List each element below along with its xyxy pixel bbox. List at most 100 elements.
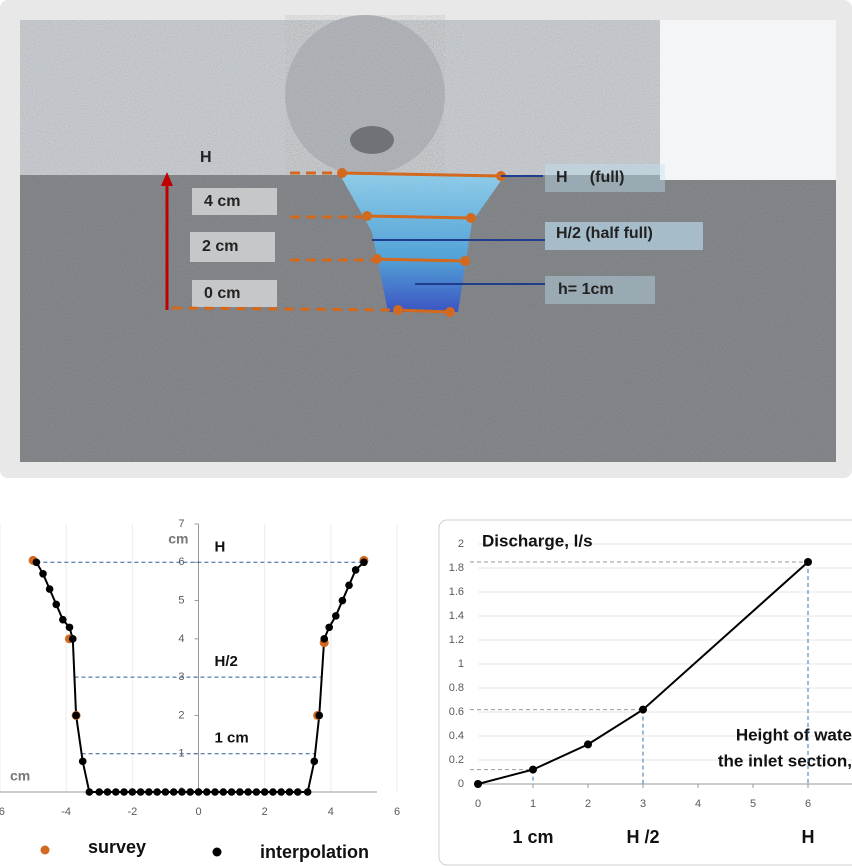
interpolation-point bbox=[79, 758, 87, 766]
x-tick-label: 4 bbox=[328, 806, 334, 818]
data-point bbox=[804, 558, 812, 566]
legend-label: survey bbox=[88, 837, 146, 857]
legend-label: interpolation bbox=[260, 842, 369, 862]
y-tick-label: 1.2 bbox=[449, 634, 464, 646]
y-tick-label: 0 bbox=[458, 778, 464, 790]
interpolation-point bbox=[129, 788, 137, 796]
x-tick-label: -6 bbox=[0, 806, 5, 818]
legend: survey interpolation bbox=[41, 837, 370, 862]
interpolation-point bbox=[220, 788, 228, 796]
data-point bbox=[474, 780, 482, 788]
y-tick-label: 1.8 bbox=[449, 562, 464, 574]
x-tick-label: 2 bbox=[262, 806, 268, 818]
x-tick-label: 6 bbox=[394, 806, 400, 818]
interpolation-point bbox=[261, 788, 269, 796]
interpolation-point bbox=[345, 581, 353, 589]
data-point bbox=[639, 706, 647, 714]
reference-label: 1 cm bbox=[215, 730, 249, 747]
y-tick-label: 1.6 bbox=[449, 586, 464, 598]
reference-label: H bbox=[215, 538, 226, 555]
interpolation-point bbox=[195, 788, 203, 796]
data-point bbox=[529, 766, 537, 774]
interpolation-point bbox=[269, 788, 277, 796]
x-tick-label: -2 bbox=[127, 806, 137, 818]
level-label: h= 1cm bbox=[558, 281, 614, 298]
interpolation-point bbox=[294, 788, 302, 796]
interpolation-point bbox=[153, 788, 161, 796]
x-tick-label: 4 bbox=[695, 798, 701, 810]
reference-label: H/2 bbox=[215, 653, 238, 670]
x-tick-label: 0 bbox=[195, 806, 201, 818]
y-tick-label: 2 bbox=[458, 538, 464, 550]
y-tick-label: 4 bbox=[178, 633, 184, 645]
chart-frame bbox=[439, 520, 852, 865]
interpolation-point bbox=[228, 788, 236, 796]
interpolation-point bbox=[339, 597, 347, 605]
scale-label: 2 cm bbox=[202, 238, 238, 255]
photo bbox=[20, 15, 836, 462]
legend-marker bbox=[213, 848, 222, 857]
x-axis-label: cm bbox=[10, 768, 30, 784]
x-tick-label: 3 bbox=[640, 798, 646, 810]
interpolation-point bbox=[320, 635, 328, 643]
scale-label: 4 cm bbox=[204, 193, 240, 210]
interpolation-point bbox=[310, 758, 318, 766]
interpolation-point bbox=[325, 624, 333, 632]
interpolation-point bbox=[112, 788, 120, 796]
interpolation-point bbox=[211, 788, 219, 796]
data-point bbox=[584, 740, 592, 748]
legend-marker bbox=[41, 846, 50, 855]
interpolation-point bbox=[66, 624, 74, 632]
interpolation-point bbox=[137, 788, 145, 796]
interpolation-point bbox=[162, 788, 170, 796]
interpolation-point bbox=[39, 570, 47, 578]
interpolation-point bbox=[352, 566, 360, 574]
interpolation-point bbox=[178, 788, 186, 796]
interpolation-point bbox=[33, 558, 41, 566]
x-tick-label: 1 bbox=[530, 798, 536, 810]
y-tick-label: 0.4 bbox=[449, 730, 464, 742]
y-tick-label: 1 bbox=[458, 658, 464, 670]
interpolation-point bbox=[52, 601, 60, 609]
x-annotation: 1 cm bbox=[512, 827, 553, 847]
x-axis-label: the inlet section, bbox=[718, 751, 852, 770]
y-tick-label: 0.8 bbox=[449, 682, 464, 694]
interpolation-point bbox=[69, 635, 77, 643]
interpolation-point bbox=[120, 788, 128, 796]
level-label: H (full) bbox=[556, 169, 624, 186]
x-tick-label: -4 bbox=[61, 806, 71, 818]
scale-label: 0 cm bbox=[204, 285, 240, 302]
interpolation-point bbox=[304, 788, 312, 796]
y-tick-label: 0.2 bbox=[449, 754, 464, 766]
scale-label: H bbox=[200, 149, 212, 166]
x-annotation: H /2 bbox=[626, 827, 659, 847]
interpolation-point bbox=[95, 788, 103, 796]
interpolation-point bbox=[277, 788, 285, 796]
interpolation-point bbox=[86, 788, 94, 796]
y-axis-label: cm bbox=[168, 531, 188, 547]
interpolation-point bbox=[253, 788, 261, 796]
x-tick-label: 5 bbox=[750, 798, 756, 810]
interpolation-point bbox=[46, 585, 54, 593]
y-tick-label: 7 bbox=[178, 518, 184, 530]
x-axis-label: Height of wate bbox=[736, 725, 852, 744]
x-tick-label: 0 bbox=[475, 798, 481, 810]
y-tick-label: 5 bbox=[178, 594, 184, 606]
y-tick-label: 1.4 bbox=[449, 610, 464, 622]
interpolation-point bbox=[360, 558, 368, 566]
interpolation-point bbox=[315, 712, 323, 720]
interpolation-point bbox=[236, 788, 244, 796]
interpolation-point bbox=[332, 612, 340, 620]
interpolation-point bbox=[104, 788, 112, 796]
interpolation-point bbox=[145, 788, 153, 796]
interpolation-point bbox=[72, 712, 80, 720]
interpolation-point bbox=[59, 616, 67, 624]
figure: H 4 cm 2 cm 0 cm H (full) H/2 (half full… bbox=[0, 0, 852, 866]
y-tick-label: 0.6 bbox=[449, 706, 464, 718]
chart-title: Discharge, l/s bbox=[482, 531, 593, 550]
y-tick-label: 2 bbox=[178, 709, 184, 721]
interpolation-point bbox=[244, 788, 252, 796]
x-tick-label: 2 bbox=[585, 798, 591, 810]
interpolation-point bbox=[286, 788, 294, 796]
